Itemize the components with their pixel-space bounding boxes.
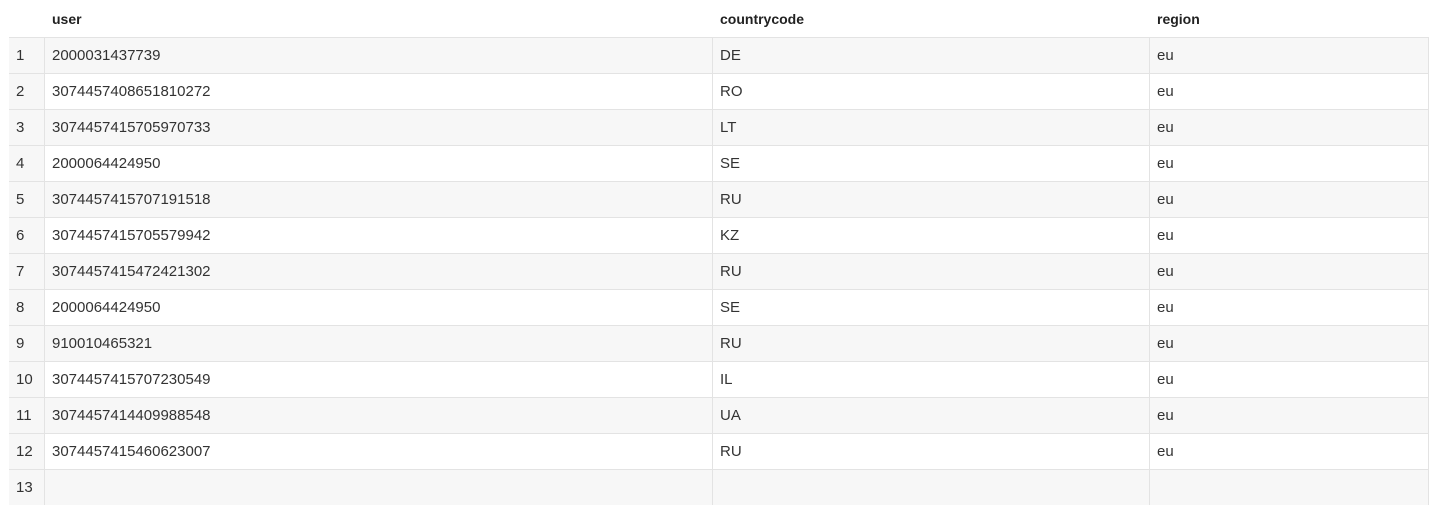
cell-user: 3074457414409988548 — [45, 398, 713, 433]
row-index: 5 — [9, 182, 45, 217]
cell-countrycode: RU — [713, 326, 1150, 361]
table-row[interactable]: 13 — [9, 469, 1429, 505]
cell-countrycode: KZ — [713, 218, 1150, 253]
results-table: user countrycode region 1 2000031437739 DE… — [9, 0, 1429, 505]
cell-countrycode — [713, 470, 1150, 505]
table-row[interactable]: 6 3074457415705579942 KZ eu — [9, 217, 1429, 253]
cell-countrycode: LT — [713, 110, 1150, 145]
cell-region: eu — [1150, 362, 1429, 397]
table-row[interactable]: 8 2000064424950 SE eu — [9, 289, 1429, 325]
table-row[interactable]: 5 3074457415707191518 RU eu — [9, 181, 1429, 217]
row-index: 1 — [9, 38, 45, 73]
cell-region: eu — [1150, 326, 1429, 361]
row-index: 13 — [9, 470, 45, 505]
cell-user: 3074457415707191518 — [45, 182, 713, 217]
cell-region: eu — [1150, 434, 1429, 469]
cell-countrycode: SE — [713, 146, 1150, 181]
cell-countrycode: RU — [713, 182, 1150, 217]
cell-countrycode: RU — [713, 434, 1150, 469]
row-index: 11 — [9, 398, 45, 433]
row-index: 12 — [9, 434, 45, 469]
table-row[interactable]: 12 3074457415460623007 RU eu — [9, 433, 1429, 469]
column-header-user[interactable]: user — [52, 10, 82, 27]
cell-countrycode: RU — [713, 254, 1150, 289]
table-row[interactable]: 4 2000064424950 SE eu — [9, 145, 1429, 181]
cell-countrycode: DE — [713, 38, 1150, 73]
index-header — [9, 0, 45, 37]
cell-user: 3074457415705970733 — [45, 110, 713, 145]
cell-user — [45, 470, 713, 505]
cell-region — [1150, 470, 1429, 505]
cell-user: 3074457415707230549 — [45, 362, 713, 397]
cell-countrycode: SE — [713, 290, 1150, 325]
column-header-countrycode[interactable]: countrycode — [720, 10, 805, 27]
row-index: 7 — [9, 254, 45, 289]
cell-user: 2000064424950 — [45, 146, 713, 181]
cell-region: eu — [1150, 38, 1429, 73]
table-row[interactable]: 10 3074457415707230549 IL eu — [9, 361, 1429, 397]
cell-user: 910010465321 — [45, 326, 713, 361]
table-row[interactable]: 2 3074457408651810272 RO eu — [9, 73, 1429, 109]
cell-region: eu — [1150, 182, 1429, 217]
table-row[interactable]: 9 910010465321 RU eu — [9, 325, 1429, 361]
cell-countrycode: IL — [713, 362, 1150, 397]
cell-user: 2000064424950 — [45, 290, 713, 325]
cell-countrycode: RO — [713, 74, 1150, 109]
cell-region: eu — [1150, 110, 1429, 145]
row-index: 8 — [9, 290, 45, 325]
table-row[interactable]: 11 3074457414409988548 UA eu — [9, 397, 1429, 433]
row-index: 3 — [9, 110, 45, 145]
cell-region: eu — [1150, 254, 1429, 289]
cell-region: eu — [1150, 398, 1429, 433]
row-index: 4 — [9, 146, 45, 181]
table-row[interactable]: 1 2000031437739 DE eu — [9, 37, 1429, 73]
table-header: user countrycode region — [9, 0, 1429, 37]
column-header-region[interactable]: region — [1157, 10, 1200, 27]
cell-countrycode: UA — [713, 398, 1150, 433]
table-row[interactable]: 3 3074457415705970733 LT eu — [9, 109, 1429, 145]
cell-user: 3074457415705579942 — [45, 218, 713, 253]
cell-region: eu — [1150, 218, 1429, 253]
table-row[interactable]: 7 3074457415472421302 RU eu — [9, 253, 1429, 289]
cell-region: eu — [1150, 74, 1429, 109]
table-body: 1 2000031437739 DE eu 2 3074457408651810272 RO… — [9, 37, 1429, 505]
row-index: 10 — [9, 362, 45, 397]
cell-user: 2000031437739 — [45, 38, 713, 73]
row-index: 9 — [9, 326, 45, 361]
cell-region: eu — [1150, 290, 1429, 325]
cell-user: 3074457415472421302 — [45, 254, 713, 289]
cell-user: 3074457415460623007 — [45, 434, 713, 469]
cell-region: eu — [1150, 146, 1429, 181]
row-index: 2 — [9, 74, 45, 109]
cell-user: 3074457408651810272 — [45, 74, 713, 109]
row-index: 6 — [9, 218, 45, 253]
